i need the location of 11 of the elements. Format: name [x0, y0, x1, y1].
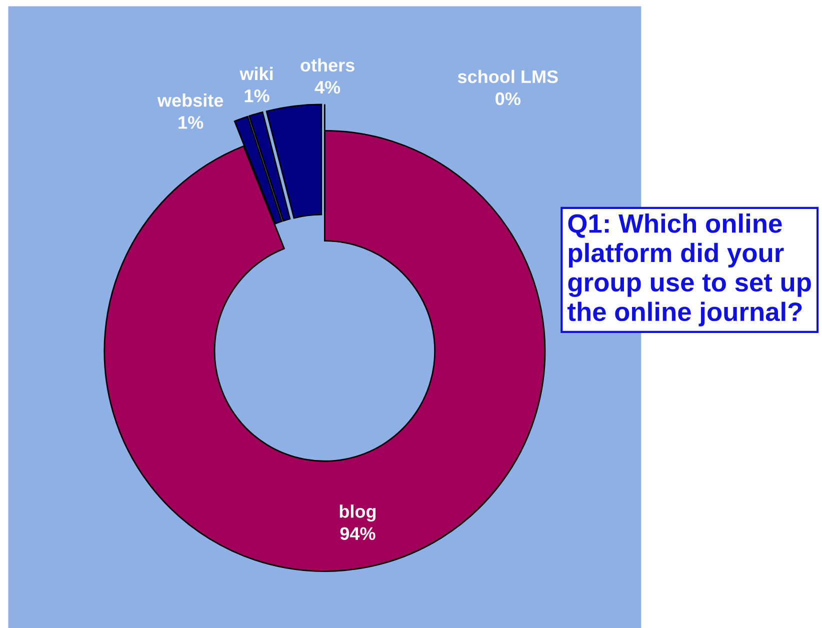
- data-label: 94%: [340, 527, 376, 540]
- slice-label: others: [300, 58, 354, 72]
- category-label: school LMS: [458, 70, 558, 84]
- text: 0%: [496, 92, 520, 106]
- data-label: 1%: [244, 90, 270, 102]
- slice-label: wiki: [240, 66, 273, 80]
- slice-label: website: [157, 94, 224, 107]
- data-label: 1%: [178, 116, 204, 129]
- data-label: 4%: [314, 80, 340, 94]
- text: Q1: Which online platform did your group use to set up the online journal?: [568, 214, 811, 326]
- slice-label: blog: [340, 504, 376, 522]
